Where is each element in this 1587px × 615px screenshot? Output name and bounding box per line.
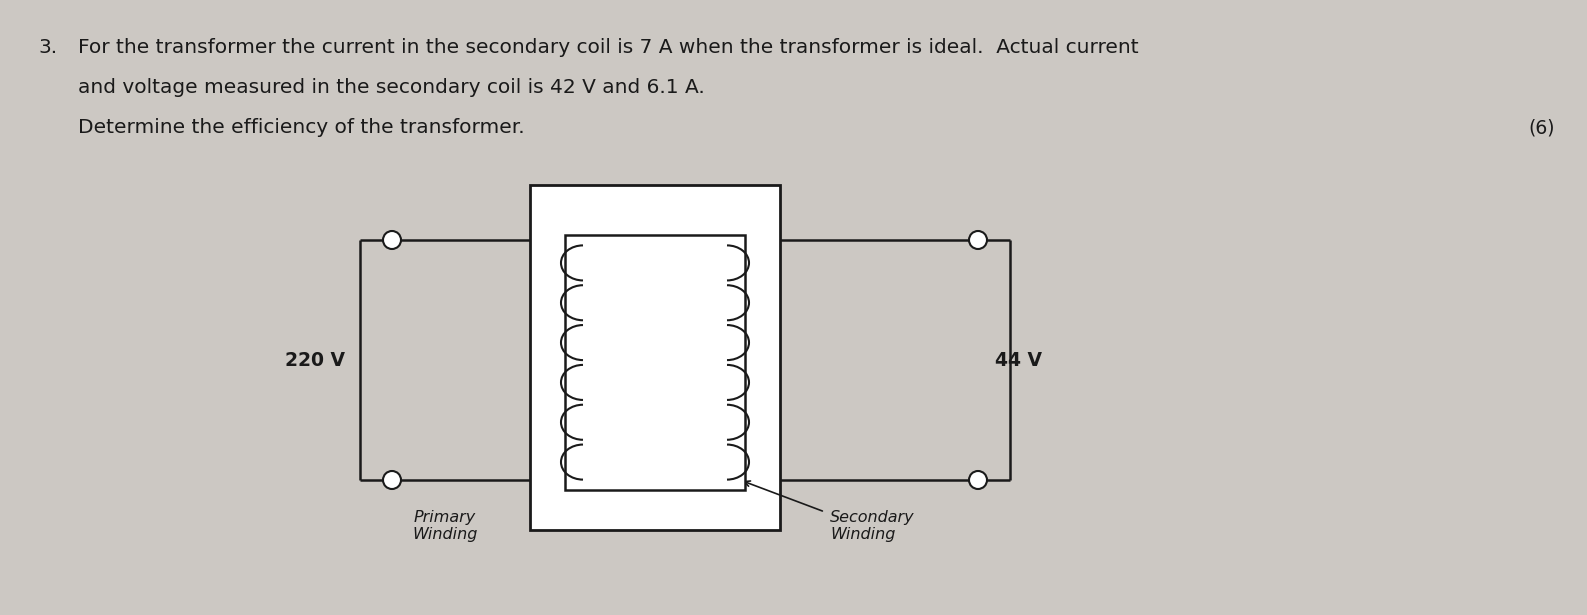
Text: (6): (6) — [1528, 118, 1555, 137]
Bar — [530, 185, 779, 530]
Circle shape — [382, 471, 402, 489]
Circle shape — [970, 471, 987, 489]
Text: 44 V: 44 V — [995, 351, 1043, 370]
Circle shape — [382, 231, 402, 249]
Bar — [565, 235, 744, 490]
Text: Primary
Winding: Primary Winding — [413, 510, 478, 542]
Text: Determine the efficiency of the transformer.: Determine the efficiency of the transfor… — [78, 118, 525, 137]
Circle shape — [970, 231, 987, 249]
Text: 220 V: 220 V — [286, 351, 344, 370]
Text: 3.: 3. — [38, 38, 57, 57]
Text: and voltage measured in the secondary coil is 42 V and 6.1 A.: and voltage measured in the secondary co… — [78, 78, 705, 97]
Text: Secondary
Winding: Secondary Winding — [830, 510, 914, 542]
Text: For the transformer the current in the secondary coil is 7 A when the transforme: For the transformer the current in the s… — [78, 38, 1138, 57]
